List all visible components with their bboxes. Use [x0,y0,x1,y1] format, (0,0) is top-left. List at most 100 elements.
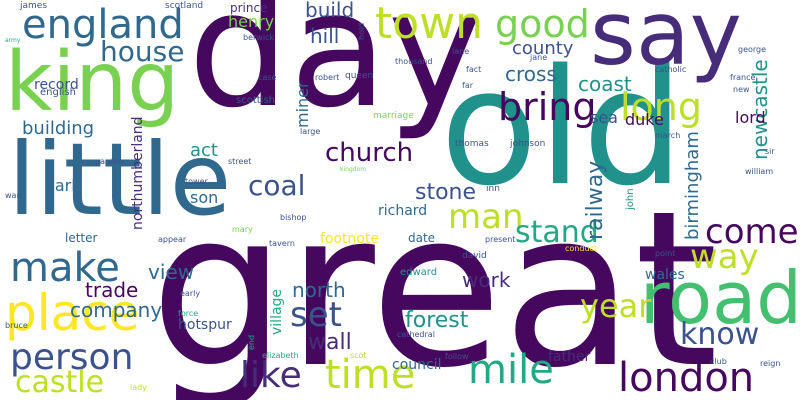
word-birmingham: birmingham [682,131,703,240]
word-appear: appear [158,235,187,244]
word-elizabeth: elizabeth [262,351,299,360]
word-bring: bring [498,85,597,129]
word-new: new [733,85,750,94]
word-say: say [590,0,742,85]
word-marriage: marriage [373,111,414,121]
word-letter: letter [65,231,98,245]
word-lane: lane [452,47,470,56]
word-edward: edward [400,267,438,278]
word-end: end [247,334,256,350]
word-david: david [462,251,487,261]
word-wall: wall [308,330,352,355]
word-old: old [440,34,684,221]
word-know: know [680,317,760,352]
word-cross: cross [505,62,557,86]
word-son: son [190,188,219,207]
word-jane: jane [530,53,548,62]
word-castle: castle [15,365,105,400]
word-lord: lord [735,108,766,127]
word-army: army [5,37,21,44]
word-johnson: johnson [510,139,546,149]
word-london: london [618,355,755,400]
word-mile: mile [468,347,554,393]
word-henry: henry [228,12,275,31]
word-james: james [20,1,48,11]
word-road: road [640,256,800,340]
word-scottish: scottish [236,95,275,106]
word-good: good [495,2,590,46]
word-county: county [512,38,574,59]
word-northumberland: northumberland [130,116,146,230]
word-march: march [655,131,681,140]
word-forest: forest [405,308,469,333]
word-early: early [180,289,201,298]
word-miner: miner [293,81,312,128]
word-set: set [290,295,342,335]
word-robert: robert [315,73,340,82]
word-france: france [730,73,756,82]
word-bruce: bruce [5,321,28,330]
word-club: club [710,357,727,366]
word-sir: sir [765,147,775,156]
word-conduct: conduct [565,244,598,253]
word-long: long [620,85,703,129]
word-view: view [148,260,195,284]
word-place: place [5,284,140,342]
word-reign: reign [760,359,781,368]
word-earl: earl [45,176,76,195]
word-follow: follow [445,352,469,361]
word-bishop: bishop [280,213,307,222]
word-queen: queen [345,71,374,81]
word-father: father [548,349,591,365]
word-king: king [5,35,180,130]
word-george: george [738,45,767,54]
word-tower: tower [185,177,208,186]
word-great: great [150,164,719,400]
word-garden: garden [95,157,124,166]
word-force: force [178,309,199,318]
word-footnote: footnote [320,231,380,247]
word-hold: hold [357,22,366,40]
word-railway: railway [583,160,608,240]
word-duke: duke [625,110,664,129]
word-kingdom: kingdom [340,166,367,173]
word-england: england [22,2,184,48]
word-berwick: berwick [243,33,275,42]
word-street: street [228,157,252,166]
word-year: year [580,287,652,325]
word-date: date [408,231,436,245]
word-inn: inn [486,184,500,194]
word-english: english [40,87,76,98]
word-john: john [625,188,636,210]
word-sea: sea [590,108,618,127]
word-prince: prince [230,1,268,15]
word-building: building [22,118,95,139]
word-house: house [100,35,185,68]
word-case: case [258,73,277,82]
word-way: way [690,237,759,277]
word-day: day [188,0,483,143]
word-council: council [392,357,442,373]
word-stone: stone [415,180,477,205]
word-point: point [655,249,676,258]
word-coal: coal [248,169,306,202]
word-time: time [325,352,416,398]
word-thomas: thomas [455,139,489,149]
word-far: far [462,81,474,90]
word-large: large [300,127,321,136]
word-make: make [10,245,120,291]
word-william: william [745,167,774,176]
word-hotspur: hotspur [178,317,232,333]
word-build: build [305,0,355,22]
word-thousand: thousand [395,57,433,66]
word-wales: wales [645,267,685,283]
word-town: town [375,0,484,49]
word-trade: trade [85,278,139,302]
word-present: present [485,235,516,244]
word-scotland: scotland [165,1,204,11]
word-catholic: catholic [655,65,687,74]
word-act: act [190,140,218,161]
word-little: little [8,121,232,238]
word-fact: fact [466,65,482,74]
